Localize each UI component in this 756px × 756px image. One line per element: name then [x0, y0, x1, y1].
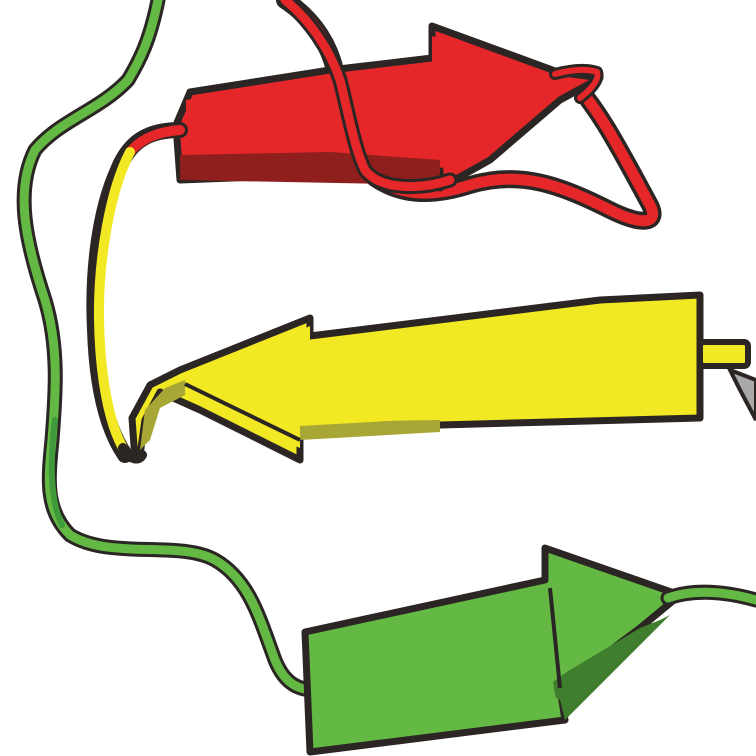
green-beta-strand-arrow	[301, 544, 684, 756]
green-coil-left	[16, 0, 323, 698]
yellow-beta-strand-arrow	[128, 291, 704, 464]
red-coil-upper	[277, 0, 604, 195]
green-coil-right	[660, 584, 756, 608]
red-beta-strand-arrow	[172, 22, 604, 192]
yellow-coil-right	[697, 339, 756, 421]
